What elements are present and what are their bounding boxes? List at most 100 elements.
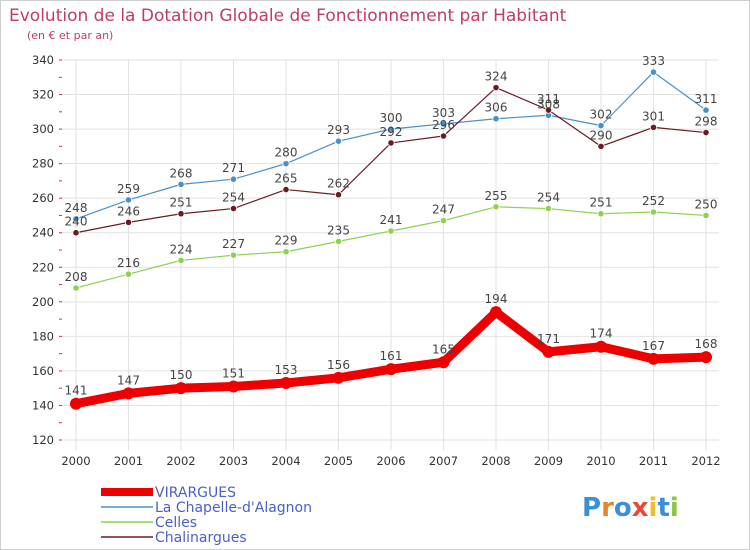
data-label: 251 (590, 196, 613, 210)
data-point (229, 175, 238, 183)
legend-label: VIRARGUES (155, 485, 236, 501)
y-tick-label: 200 (32, 295, 54, 309)
data-point (492, 203, 500, 211)
data-point (439, 132, 448, 140)
data-label: 224 (170, 242, 193, 256)
data-point (229, 204, 238, 213)
data-label: 308 (537, 97, 560, 111)
data-point (70, 397, 82, 410)
data-label: 302 (590, 108, 613, 122)
y-tick-label: 240 (32, 226, 54, 240)
x-tick-label: 2003 (219, 454, 248, 468)
x-tick-label: 2001 (114, 454, 143, 468)
data-point (439, 120, 448, 128)
series-layer (70, 68, 712, 410)
data-point (387, 227, 395, 235)
data-point (700, 351, 712, 364)
data-point (649, 208, 658, 216)
data-point (177, 210, 185, 218)
data-label: 141 (65, 384, 88, 398)
data-label: 311 (695, 92, 718, 106)
data-label: 194 (485, 292, 508, 306)
data-point (72, 215, 80, 223)
data-label: 153 (275, 363, 298, 377)
data-label: 300 (380, 111, 403, 125)
data-label: 151 (222, 366, 245, 380)
y-tick-label: 340 (32, 53, 54, 67)
data-point (177, 180, 185, 188)
x-tick-label: 2007 (429, 454, 458, 468)
data-label: 265 (275, 172, 298, 186)
x-tick-label: 2005 (324, 454, 353, 468)
data-label: 246 (117, 204, 140, 218)
data-point (332, 371, 345, 384)
data-point (282, 160, 290, 168)
data-label: 333 (642, 54, 665, 68)
data-label: 229 (275, 234, 298, 248)
data-label: 255 (485, 189, 508, 203)
data-point (439, 217, 448, 225)
x-tick-label: 2011 (639, 454, 668, 468)
brand-letter: P (582, 493, 601, 523)
x-tick-label: 2002 (166, 454, 195, 468)
data-point (334, 191, 343, 199)
data-point (647, 352, 660, 365)
data-label: 301 (642, 109, 665, 123)
y-tick-label: 300 (32, 122, 54, 136)
brand-letter: x (632, 493, 649, 523)
legend-label: Celles (155, 515, 197, 531)
brand-letter: r (601, 493, 614, 523)
data-point (175, 382, 187, 395)
data-point (122, 387, 135, 400)
data-label: 147 (117, 373, 140, 387)
data-label: 252 (642, 194, 665, 208)
y-tick-label: 320 (32, 88, 54, 102)
x-tick-label: 2009 (534, 454, 563, 468)
data-point (597, 142, 605, 150)
data-point (280, 377, 292, 389)
data-point (229, 251, 238, 259)
axis-layer: 120 140 160 180 200 220 240 260 280 300 320 340 2000… (32, 53, 721, 468)
data-label: 156 (327, 358, 350, 372)
data-point (334, 237, 343, 245)
data-label: 262 (327, 177, 350, 191)
data-point (595, 340, 607, 353)
data-point (597, 210, 605, 218)
data-label: 268 (170, 166, 193, 180)
brand-letter: i (649, 493, 658, 523)
label-layer: 248 259 268 271 280 293 300 303 306 308 302 333 311 2… (65, 54, 718, 398)
data-label: 293 (327, 123, 350, 137)
data-label: 165 (432, 342, 455, 356)
data-label: 311 (537, 92, 560, 106)
grid-layer (61, 59, 719, 450)
data-label: 248 (65, 201, 88, 215)
x-tick-label: 2004 (271, 454, 300, 468)
data-label: 280 (275, 146, 298, 160)
data-label: 254 (222, 191, 245, 205)
data-point (227, 380, 240, 393)
y-tick-label: 140 (32, 398, 54, 412)
data-label: 306 (485, 101, 508, 115)
data-label: 296 (432, 118, 455, 132)
data-label: 250 (695, 197, 718, 211)
data-point (124, 218, 133, 226)
x-tick-label: 2000 (61, 454, 90, 468)
data-label: 292 (380, 125, 403, 139)
data-point (544, 106, 553, 114)
data-point (72, 229, 80, 237)
data-point (702, 128, 710, 137)
data-point (387, 139, 395, 147)
y-tick-label: 260 (32, 191, 54, 205)
data-point (597, 122, 605, 130)
data-label: 251 (170, 196, 193, 210)
data-point (702, 211, 710, 220)
brand-logo: Proxiti (582, 493, 679, 523)
data-point (544, 204, 553, 213)
data-label: 247 (432, 203, 455, 217)
data-point (282, 248, 290, 256)
data-point (177, 256, 185, 264)
data-label: 161 (380, 349, 403, 363)
